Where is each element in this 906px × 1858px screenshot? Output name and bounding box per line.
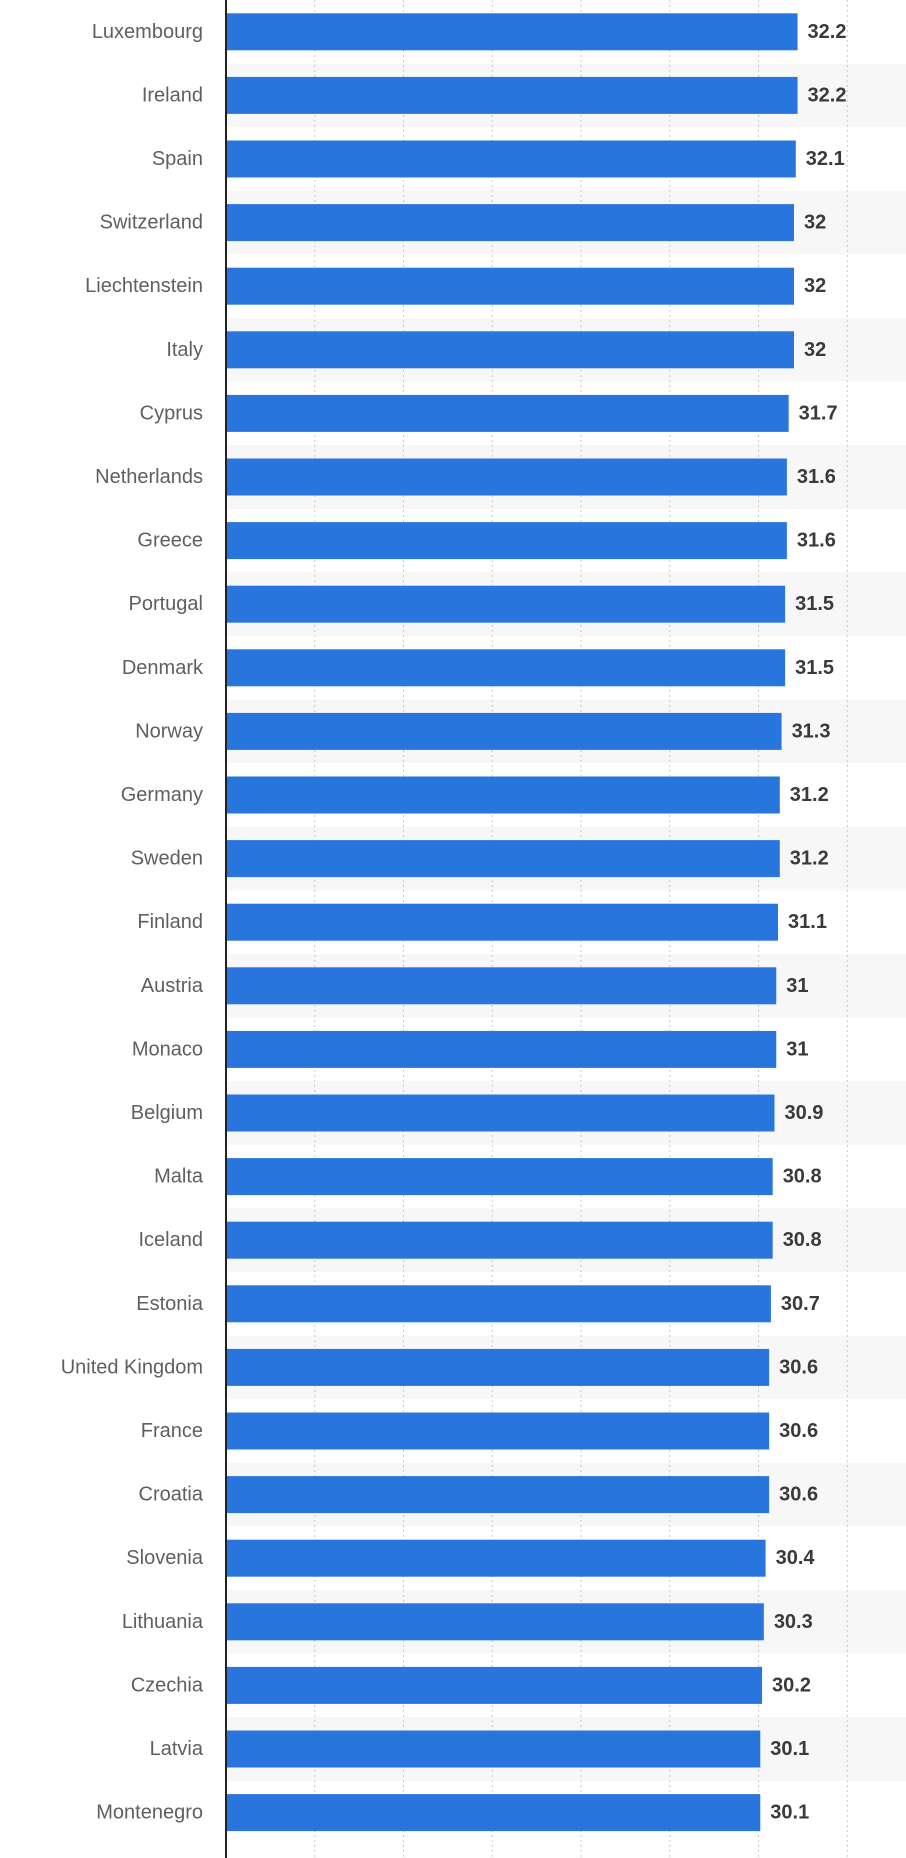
category-label: Estonia (136, 1293, 204, 1315)
category-label: Ireland (142, 84, 203, 106)
category-label: Luxembourg (92, 21, 203, 43)
category-label: Spain (152, 148, 203, 170)
value-label: 30.8 (783, 1166, 822, 1188)
value-label: 30.3 (774, 1611, 813, 1633)
bars (226, 13, 798, 1832)
category-label: Iceland (139, 1229, 204, 1251)
value-label: 31.6 (797, 530, 836, 552)
category-labels: Luxembourg Ireland Spain Switzerland Liechte… (61, 21, 204, 1824)
bar-france (226, 1412, 770, 1450)
value-labels: 32.2 32.2 32.1 32 32 32 31.7 31.6 31.6 31.5 31.5 31… (770, 21, 846, 1824)
category-label: Austria (141, 975, 204, 997)
category-label: Netherlands (95, 466, 203, 488)
category-label: Latvia (150, 1738, 204, 1760)
bar-belgium (226, 1094, 775, 1132)
value-label: 32 (804, 212, 826, 234)
bar-luxembourg (226, 13, 798, 51)
bar-czechia (226, 1666, 763, 1704)
bar-malta (226, 1158, 773, 1196)
bar-montenegro (226, 1794, 761, 1832)
value-label: 31.6 (797, 466, 836, 488)
value-label: 32.1 (806, 148, 845, 170)
bar-cyprus (226, 394, 789, 432)
value-label: 30.8 (783, 1229, 822, 1251)
bar-croatia (226, 1476, 770, 1514)
bar-portugal (226, 585, 786, 623)
bar-iceland (226, 1221, 773, 1259)
bar-denmark (226, 649, 786, 687)
value-label: 31 (786, 1038, 808, 1060)
value-label: 31.5 (795, 657, 834, 679)
bar-finland (226, 903, 779, 941)
value-label: 32.2 (808, 84, 847, 106)
value-label: 31.2 (790, 848, 829, 870)
category-label: Monaco (132, 1038, 203, 1060)
value-label: 30.4 (776, 1547, 816, 1569)
value-label: 30.9 (784, 1102, 823, 1124)
category-label: Liechtenstein (85, 275, 203, 297)
category-label: Czechia (131, 1674, 204, 1696)
value-label: 30.1 (770, 1738, 809, 1760)
category-label: Montenegro (96, 1802, 203, 1824)
bar-estonia (226, 1285, 771, 1323)
category-label: Switzerland (100, 212, 203, 234)
value-label: 30.2 (772, 1674, 811, 1696)
bar-austria (226, 967, 777, 1005)
category-label: United Kingdom (61, 1356, 203, 1378)
bar-united-kingdom (226, 1348, 770, 1386)
bar-liechtenstein (226, 267, 794, 305)
bar-slovenia (226, 1539, 766, 1577)
bar-netherlands (226, 458, 787, 496)
category-label: Sweden (131, 848, 203, 870)
category-label: Cyprus (140, 402, 203, 424)
category-label: Germany (121, 784, 203, 806)
value-label: 32 (804, 275, 826, 297)
category-label: Belgium (131, 1102, 203, 1124)
value-label: 30.6 (779, 1356, 818, 1378)
category-label: Italy (166, 339, 203, 361)
category-label: Croatia (139, 1484, 204, 1506)
value-label: 30.6 (779, 1484, 818, 1506)
bar-latvia (226, 1730, 761, 1768)
category-label: Greece (137, 530, 203, 552)
bar-lithuania (226, 1603, 764, 1641)
value-label: 30.7 (781, 1293, 820, 1315)
bar-spain (226, 140, 796, 178)
value-label: 32 (804, 339, 826, 361)
bar-switzerland (226, 204, 794, 242)
category-label: Norway (135, 720, 203, 742)
category-label: Finland (137, 911, 203, 933)
bar-norway (226, 712, 782, 750)
value-label: 32.2 (808, 21, 847, 43)
value-label: 31.3 (792, 720, 831, 742)
category-label: Portugal (129, 593, 204, 615)
bar-italy (226, 331, 794, 369)
category-label: Lithuania (122, 1611, 204, 1633)
value-label: 31.2 (790, 784, 829, 806)
value-label: 31.1 (788, 911, 827, 933)
bar-germany (226, 776, 780, 814)
bar-sweden (226, 840, 780, 878)
value-label: 30.1 (770, 1802, 809, 1824)
category-label: Slovenia (126, 1547, 204, 1569)
category-label: France (141, 1420, 203, 1442)
value-label: 31.7 (799, 402, 838, 424)
value-label: 30.6 (779, 1420, 818, 1442)
value-label: 31 (786, 975, 808, 997)
category-label: Denmark (122, 657, 204, 679)
value-label: 31.5 (795, 593, 834, 615)
bar-monaco (226, 1030, 777, 1068)
bar-greece (226, 522, 787, 560)
bar-ireland (226, 76, 798, 114)
category-label: Malta (154, 1166, 204, 1188)
